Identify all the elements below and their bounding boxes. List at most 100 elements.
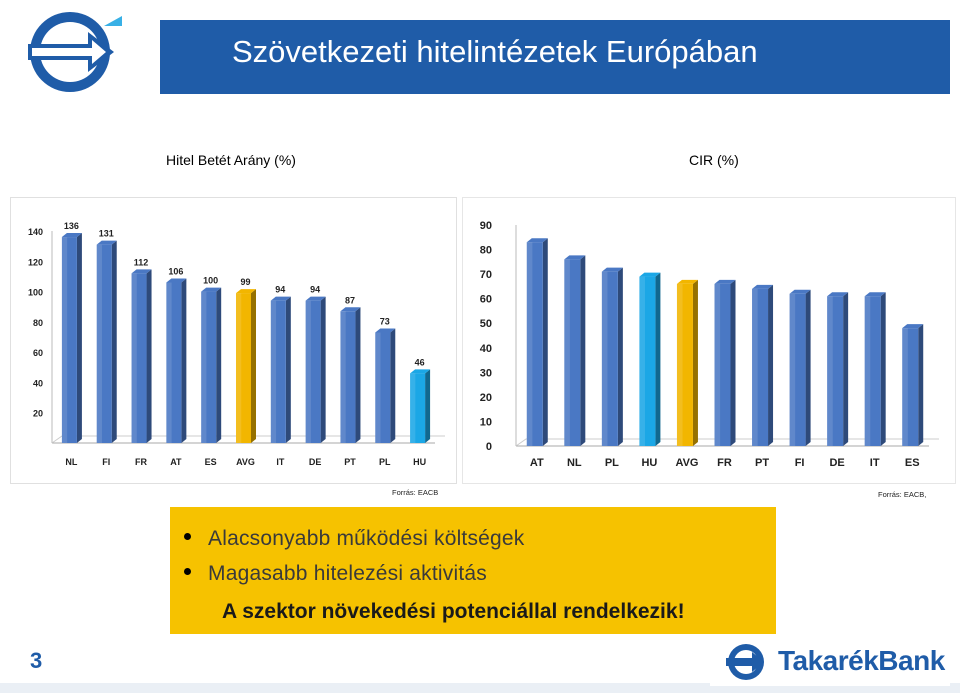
bar-side (111, 240, 117, 443)
bar-side (390, 328, 396, 443)
bar-side (320, 296, 326, 443)
bar-highlight (270, 300, 277, 443)
bar-pt (340, 311, 356, 443)
x-tick-label: PL (379, 457, 391, 467)
x-tick-label: DE (829, 457, 844, 469)
bar-top (564, 255, 586, 260)
data-label: 46 (415, 357, 425, 367)
bar-fi (96, 244, 112, 443)
bar-hu (410, 373, 426, 443)
bar-side (617, 267, 623, 446)
footer-bar (0, 683, 960, 693)
data-label: 87 (345, 295, 355, 305)
bar-side (76, 233, 82, 443)
bar-avg (236, 293, 251, 443)
x-tick-label: NL (65, 457, 77, 467)
x-tick-label: ES (205, 457, 217, 467)
bullet-icon (184, 532, 191, 540)
bar-highlight (236, 293, 242, 443)
bar-top (375, 328, 396, 333)
bank-logo (710, 638, 950, 686)
bar-highlight (601, 271, 608, 446)
bar-side (730, 279, 736, 446)
x-tick-label: FR (135, 457, 147, 467)
bar-highlight (166, 282, 172, 443)
bar-top (166, 278, 187, 283)
arrow-logo-icon (28, 12, 122, 92)
conclusion-text: A szektor növekedési potenciállal rendel… (222, 600, 685, 623)
x-tick-label: IT (870, 457, 880, 469)
bar-hu (639, 276, 656, 446)
y-tick-label: 40 (33, 378, 43, 388)
bar-side (181, 278, 187, 443)
y-tick-label: 60 (33, 348, 43, 358)
bar-top (61, 233, 82, 238)
summary-callout: Alacsonyabb működési költségek Magasabb … (170, 507, 776, 634)
bar-highlight (639, 276, 646, 446)
bar-nl (564, 259, 581, 446)
x-tick-label: AVG (675, 457, 698, 469)
x-tick-label: DE (309, 457, 322, 467)
y-tick-label: 100 (28, 288, 43, 298)
bullet-icon (184, 567, 191, 575)
left-chart-panel: 20 40 60 80 100 120 140 NL 136 FI 131 FR 112 AT 106 ES 1… (10, 197, 457, 484)
bar-side (285, 296, 291, 443)
data-label: 100 (203, 276, 218, 286)
bar-top (526, 238, 548, 243)
bar-avg (676, 283, 693, 446)
bar-highlight (564, 259, 570, 446)
bar-top (270, 296, 291, 301)
bar-fi (789, 293, 806, 446)
y-tick-label: 40 (480, 343, 492, 355)
right-chart-panel: 0 10 20 30 40 50 60 70 80 90 AT NL PL HU AVG FR PT FI DE IT… (462, 197, 956, 484)
bar-fr (131, 273, 147, 443)
bar-de (305, 300, 321, 443)
bar-highlight (305, 300, 311, 443)
x-tick-label: FI (102, 457, 110, 467)
bar-highlight (410, 373, 416, 443)
x-tick-label: AVG (236, 457, 255, 467)
bullet-text: Magasabb hitelezési aktivitás (208, 562, 487, 585)
y-tick-label: 90 (480, 220, 492, 232)
bank-name: TakarékBank (778, 645, 945, 677)
bar-es (902, 328, 919, 446)
bar-nl (61, 237, 77, 443)
bar-highlight (96, 244, 102, 443)
y-tick-label: 80 (480, 245, 492, 257)
bar-highlight (789, 293, 796, 446)
bullet-item: Alacsonyabb működési költségek (184, 527, 525, 551)
bar-highlight (827, 296, 833, 446)
bar-side (355, 307, 361, 443)
bar-side (843, 292, 849, 446)
bar-highlight (902, 328, 908, 446)
bank-name-right: Bank (878, 645, 945, 676)
x-tick-label: HU (413, 457, 426, 467)
page-number: 3 (30, 648, 43, 673)
bar-top (340, 307, 361, 312)
x-tick-label: ES (905, 457, 920, 469)
loan-deposit-ratio-chart: 20 40 60 80 100 120 140 NL 136 FI 131 FR 112 AT 106 ES 1… (28, 221, 445, 467)
data-label: 112 (134, 257, 149, 267)
bank-name-left: Takarék (778, 645, 879, 676)
y-tick-label: 80 (33, 318, 43, 328)
bar-top (410, 369, 431, 374)
bar-top (639, 272, 661, 277)
bar-top (601, 267, 623, 272)
bar-de (827, 296, 844, 446)
bar-side (692, 279, 698, 446)
bar-side (425, 369, 431, 443)
bullet-text: Alacsonyabb működési költségek (208, 527, 525, 550)
cost-income-ratio-chart: 0 10 20 30 40 50 60 70 80 90 AT NL PL HU AVG FR PT FI DE IT… (480, 220, 939, 469)
bar-top (714, 279, 736, 284)
data-label: 94 (275, 285, 285, 295)
bar-top (131, 269, 152, 274)
bar-top (789, 289, 811, 294)
bar-side (768, 284, 774, 446)
bar-highlight (526, 242, 533, 446)
y-tick-label: 20 (33, 409, 43, 419)
bar-it (270, 300, 286, 443)
x-tick-label: PT (755, 457, 769, 469)
y-tick-label: 0 (486, 441, 492, 453)
page-title: Szövetkezeti hitelintézetek Európában (232, 34, 758, 69)
bar-highlight (864, 296, 871, 446)
